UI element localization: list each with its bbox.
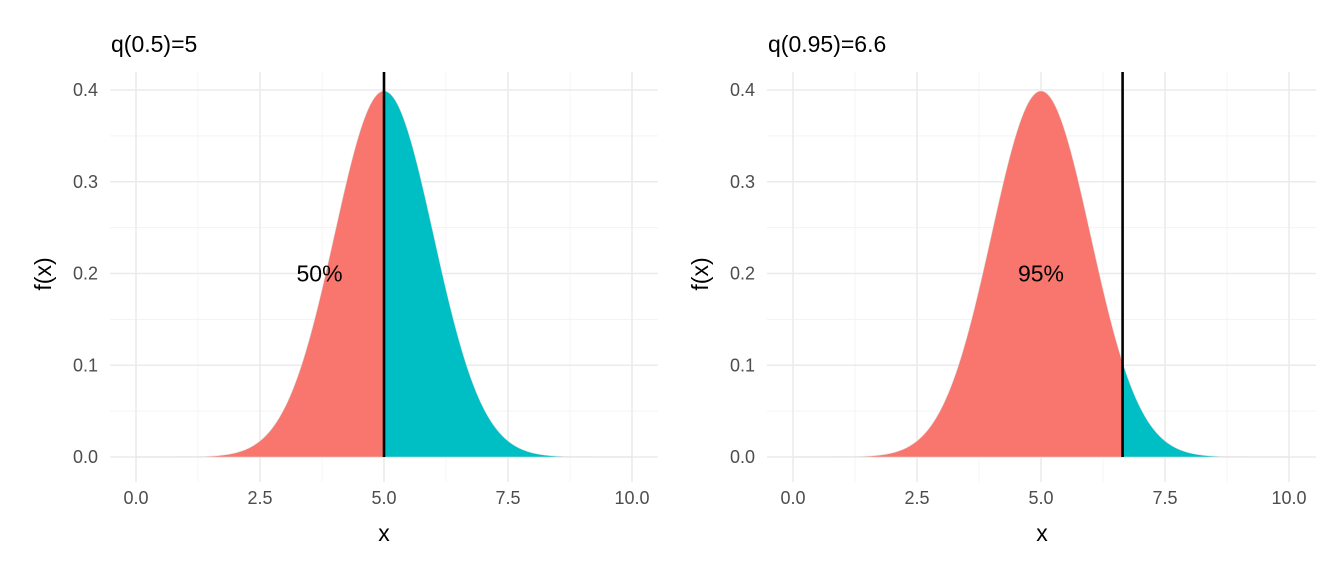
panel-95th-percentile: q(0.95)=6.6 0.0 0.1 0.2 0.3 0.4 0.0 2.5 5.0 7.5… [687, 31, 1316, 546]
percent-annotation: 50% [296, 261, 342, 287]
y-tick-label: 0.2 [730, 264, 755, 284]
y-axis-title: f(x) [30, 257, 56, 290]
percent-annotation: 95% [1018, 261, 1064, 287]
y-tick-label: 0.1 [73, 355, 98, 375]
panel-median: q(0.5)=5 0.0 0.1 0.2 0.3 0.4 0.0 2.5 5.0 7.5 10.… [30, 31, 658, 546]
y-tick-label: 0.3 [730, 172, 755, 192]
x-axis-title: x [378, 520, 390, 546]
x-tick-label: 0.0 [780, 488, 805, 508]
x-tick-label: 5.0 [1028, 488, 1053, 508]
x-tick-label: 2.5 [247, 488, 272, 508]
y-tick-label: 0.1 [730, 355, 755, 375]
density-areas [136, 90, 632, 458]
panel-title: q(0.5)=5 [111, 31, 197, 57]
y-tick-label: 0.0 [73, 447, 98, 467]
area-above-quantile [1122, 362, 1289, 458]
x-tick-label: 7.5 [1152, 488, 1177, 508]
area-above-quantile [383, 90, 632, 458]
panel-title: q(0.95)=6.6 [768, 31, 886, 57]
x-tick-label: 7.5 [495, 488, 520, 508]
x-tick-label: 2.5 [904, 488, 929, 508]
x-axis-title: x [1036, 520, 1048, 546]
density-areas [793, 90, 1289, 458]
area-below-quantile [793, 90, 1123, 458]
y-tick-label: 0.4 [73, 80, 98, 100]
x-tick-label: 5.0 [371, 488, 396, 508]
x-axis-ticks: 0.0 2.5 5.0 7.5 10.0 [780, 488, 1306, 508]
x-tick-label: 10.0 [614, 488, 649, 508]
y-axis-title: f(x) [687, 257, 713, 290]
y-axis-ticks: 0.0 0.1 0.2 0.3 0.4 [730, 80, 755, 467]
x-tick-label: 10.0 [1271, 488, 1306, 508]
y-tick-label: 0.0 [730, 447, 755, 467]
y-axis-ticks: 0.0 0.1 0.2 0.3 0.4 [73, 80, 98, 467]
x-axis-ticks: 0.0 2.5 5.0 7.5 10.0 [123, 488, 649, 508]
x-tick-label: 0.0 [123, 488, 148, 508]
y-tick-label: 0.4 [730, 80, 755, 100]
y-tick-label: 0.2 [73, 264, 98, 284]
area-below-quantile [136, 90, 385, 458]
y-tick-label: 0.3 [73, 172, 98, 192]
